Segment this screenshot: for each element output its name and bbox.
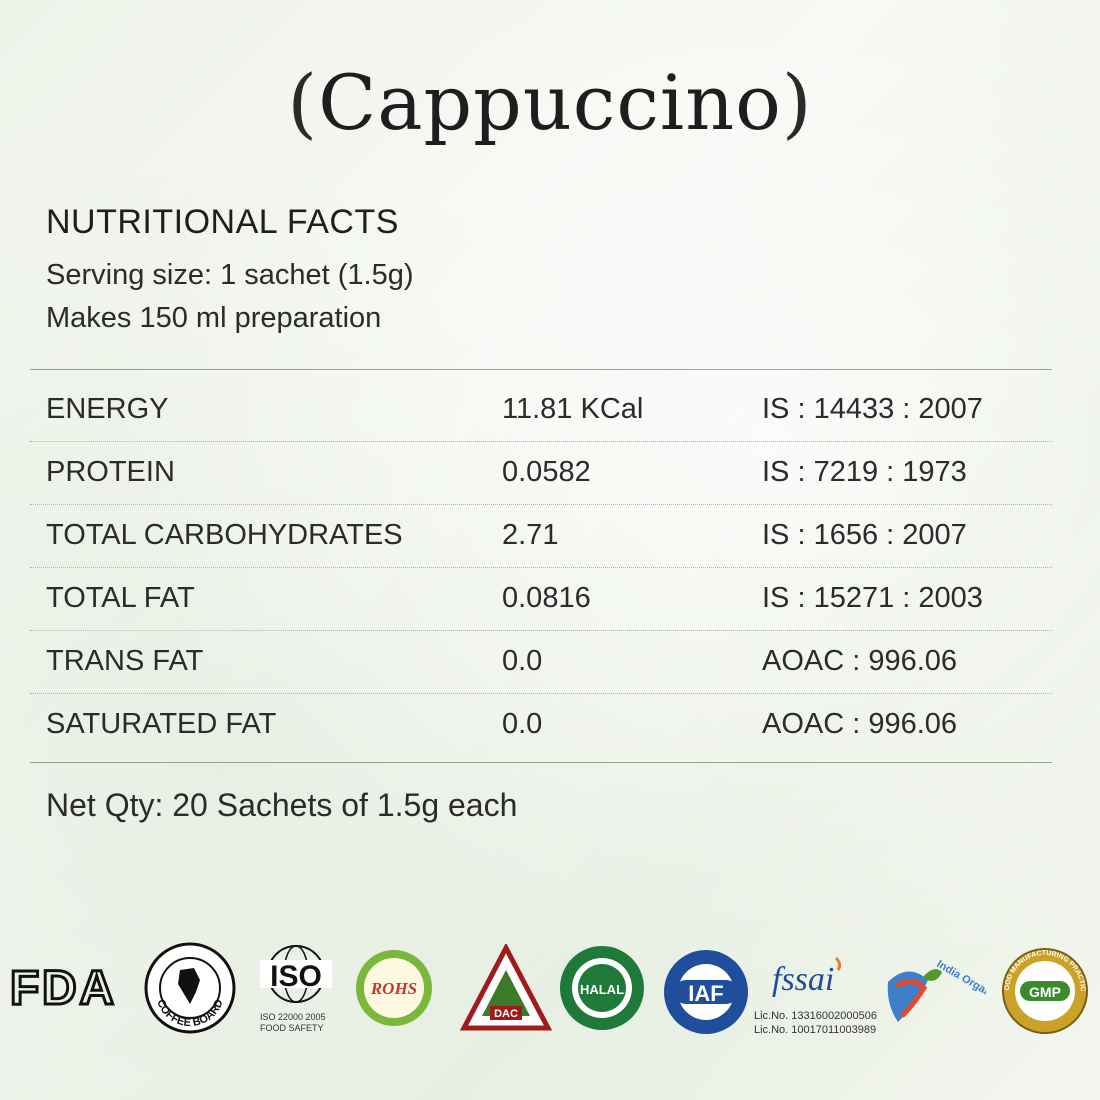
gmp-logo-icon: GOOD MANUFACTURING PRACTICE GMP (1000, 946, 1088, 1034)
title-text: Cappuccino (318, 58, 782, 147)
nutrient-value: 2.71 (502, 519, 559, 551)
nutrient-name: TOTAL FAT (46, 582, 195, 614)
nutrient-standard: IS : 1656 : 2007 (762, 519, 967, 551)
product-title: (Cappuccino) (0, 58, 1100, 147)
fda-logo-icon: FDA (9, 962, 116, 1012)
gmp-text: GMP (1029, 984, 1061, 1000)
nutrient-value: 0.0816 (502, 582, 591, 614)
india-organic-text: India Organic (935, 958, 987, 1004)
certification-logos: FDA COFFEE BOARD ISO ISO 22000 2005 FOOD… (0, 940, 1100, 1060)
nutrient-value: 11.81 KCal (502, 393, 644, 425)
fssai-text: fssai (772, 961, 834, 998)
fda-logo-text: FDA (10, 962, 114, 1012)
nutrient-standard: IS : 15271 : 2003 (762, 582, 983, 614)
table-bottom-rule (30, 762, 1052, 763)
nutrition-table: ENERGY 11.81 KCal IS : 14433 : 2007 PROT… (30, 379, 1052, 756)
india-organic-logo-icon: India Organic (887, 958, 987, 1022)
iaf-logo-icon: IAF (664, 950, 748, 1034)
table-row: TRANS FAT 0.0 AOAC : 996.06 (30, 631, 1052, 694)
fssai-license-2: Lic.No. 10017011003989 (754, 1024, 877, 1036)
nutrient-value: 0.0582 (502, 456, 591, 488)
fssai-logo-icon: fssai (772, 956, 842, 998)
nutrient-name: PROTEIN (46, 456, 175, 488)
iso-text: ISO (270, 960, 322, 993)
nutrient-standard: IS : 7219 : 1973 (762, 456, 967, 488)
nutrient-name: TRANS FAT (46, 645, 204, 677)
table-row: TOTAL FAT 0.0816 IS : 15271 : 2003 (30, 568, 1052, 631)
makes-preparation: Makes 150 ml preparation (46, 302, 382, 334)
iso-logo-icon: ISO (260, 945, 332, 1003)
dac-logo-icon: DAC (460, 944, 552, 1031)
nutrient-value: 0.0 (502, 708, 543, 740)
fssai-license-1: Lic.No. 13316002000506 (754, 1010, 877, 1022)
nutrient-standard: AOAC : 996.06 (762, 645, 958, 677)
table-row: TOTAL CARBOHYDRATES 2.71 IS : 1656 : 200… (30, 505, 1052, 568)
nutrient-name: TOTAL CARBOHYDRATES (46, 519, 403, 551)
nutrient-standard: AOAC : 996.06 (762, 708, 958, 740)
title-open-paren: ( (287, 58, 319, 147)
nutrient-name: ENERGY (46, 393, 169, 425)
nutrient-name: SATURATED FAT (46, 708, 277, 740)
iso-standard-line: ISO 22000 2005 (260, 1012, 326, 1022)
table-row: SATURATED FAT 0.0 AOAC : 996.06 (30, 694, 1052, 756)
serving-size: Serving size: 1 sachet (1.5g) (46, 259, 414, 291)
nutrition-heading: NUTRITIONAL FACTS (46, 203, 399, 241)
iaf-text: IAF (688, 981, 723, 1006)
table-top-rule (30, 369, 1052, 370)
iso-food-safety-line: FOOD SAFETY (260, 1023, 324, 1033)
rohs-logo-icon: ROHS (356, 950, 432, 1026)
table-row: PROTEIN 0.0582 IS : 7219 : 1973 (30, 442, 1052, 505)
nutrient-standard: IS : 14433 : 2007 (762, 393, 983, 425)
coffee-board-logo-icon: COFFEE BOARD (144, 942, 236, 1034)
net-quantity: Net Qty: 20 Sachets of 1.5g each (46, 787, 518, 823)
title-close-paren: ) (781, 58, 813, 147)
halal-text: HALAL (580, 982, 624, 997)
dac-text: DAC (494, 1008, 518, 1020)
rohs-text: ROHS (370, 979, 417, 998)
nutrient-value: 0.0 (502, 645, 543, 677)
halal-logo-icon: HALAL (560, 946, 644, 1030)
table-row: ENERGY 11.81 KCal IS : 14433 : 2007 (30, 379, 1052, 442)
